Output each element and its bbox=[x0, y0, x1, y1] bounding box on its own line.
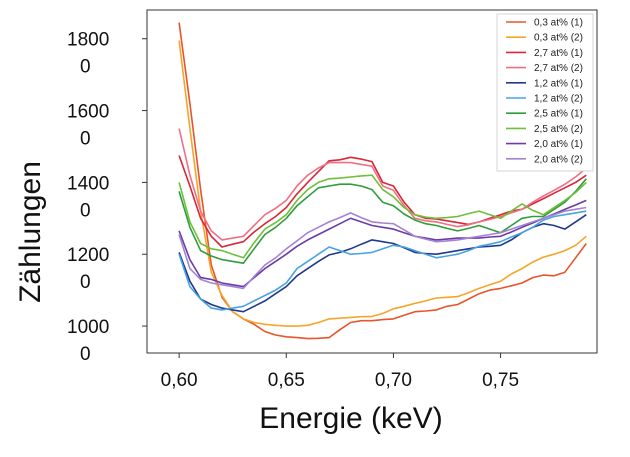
series-line-10 bbox=[178, 206, 587, 290]
legend-label-3: 2,7 at% (1) bbox=[534, 48, 583, 59]
x-tick-label-3: 0,70 bbox=[375, 370, 412, 391]
legend-label-4: 2,7 at% (2) bbox=[534, 63, 583, 74]
y-tick-label-4: 1600 bbox=[67, 102, 109, 123]
legend: 0,3 at% (1) 0,3 at% (2) 2,7 at% (1) 2,7 at%… bbox=[496, 13, 594, 172]
y-tick-label-suffix-2: 0 bbox=[80, 272, 91, 293]
y-tick-label-suffix-3: 0 bbox=[80, 200, 91, 221]
legend-label-8: 2,5 at% (2) bbox=[534, 124, 583, 135]
ticks-layer bbox=[142, 38, 502, 358]
legend-label-2: 0,3 at% (2) bbox=[534, 33, 583, 44]
x-tick-label-2: 0,65 bbox=[268, 370, 305, 391]
y-tick-label-5: 1800 bbox=[67, 30, 109, 51]
series-line-8 bbox=[178, 174, 587, 259]
y-tick-labels: 1000 0 1200 0 1400 0 1600 0 1800 0 bbox=[67, 30, 109, 365]
legend-label-6: 1,2 at% (2) bbox=[534, 94, 583, 105]
legend-label-7: 2,5 at% (1) bbox=[534, 109, 583, 120]
series-layer bbox=[178, 22, 587, 340]
series-line-4 bbox=[178, 128, 587, 241]
series-line-2 bbox=[178, 40, 587, 327]
y-axis-title: Zählungen bbox=[14, 161, 47, 303]
y-tick-label-2: 1200 bbox=[67, 245, 109, 266]
series-line-5 bbox=[178, 214, 587, 313]
x-tick-label-1: 0,60 bbox=[161, 370, 198, 391]
series-line-6 bbox=[178, 210, 587, 311]
y-tick-label-suffix-4: 0 bbox=[80, 129, 91, 150]
y-tick-label-suffix-5: 0 bbox=[80, 57, 91, 78]
x-tick-labels: 0,60 0,65 0,70 0,75 bbox=[161, 370, 519, 391]
y-tick-label-suffix-1: 0 bbox=[80, 344, 91, 365]
legend-label-9: 2,0 at% (1) bbox=[534, 139, 583, 150]
x-tick-label-4: 0,75 bbox=[482, 370, 519, 391]
legend-label-1: 0,3 at% (1) bbox=[534, 18, 583, 29]
plot-area-frame bbox=[146, 9, 598, 354]
legend-label-10: 2,0 at% (2) bbox=[534, 154, 583, 165]
y-tick-label-3: 1400 bbox=[67, 173, 109, 194]
series-line-7 bbox=[178, 178, 587, 265]
legend-box bbox=[496, 13, 594, 172]
legend-label-5: 1,2 at% (1) bbox=[534, 78, 583, 89]
x-axis-title: Energie (keV) bbox=[259, 402, 442, 435]
y-tick-label-1: 1000 bbox=[67, 317, 109, 338]
